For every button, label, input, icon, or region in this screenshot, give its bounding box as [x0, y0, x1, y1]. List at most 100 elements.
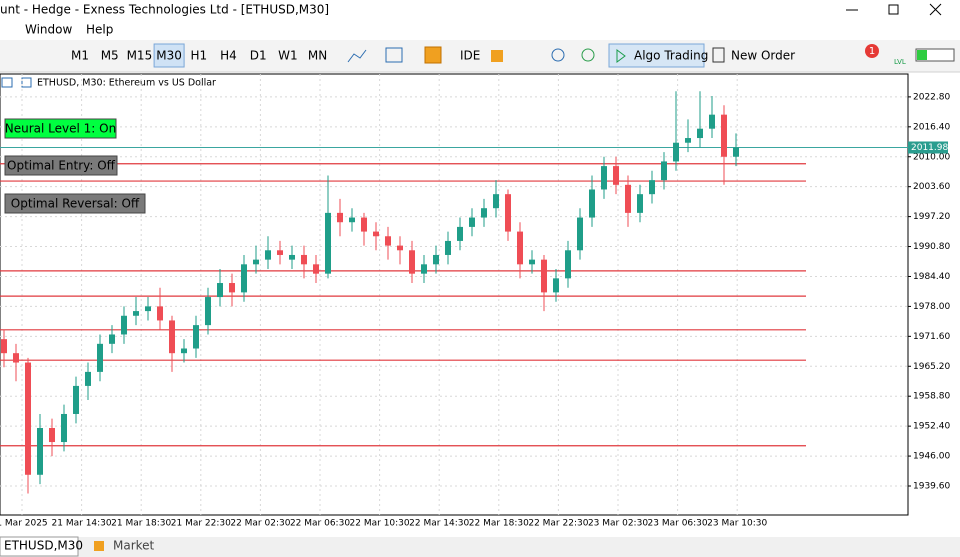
ide-button[interactable]: IDE: [460, 49, 480, 63]
y-tick-label: 1990.80: [913, 242, 950, 252]
timeframe-button[interactable]: MN: [308, 49, 327, 63]
level-meter-fill: [917, 50, 927, 60]
menu-item[interactable]: Help: [86, 23, 113, 37]
tab-label[interactable]: ETHUSD,M30: [4, 539, 83, 553]
candle-body: [565, 250, 571, 279]
candle-body: [613, 166, 619, 185]
candle-body: [661, 161, 667, 181]
x-tick-label: 22 Mar 02:30: [230, 519, 290, 529]
candle-body: [445, 240, 451, 255]
candle-body: [61, 413, 67, 443]
market-icon[interactable]: [491, 50, 503, 62]
symbol-icon: [21, 77, 32, 88]
chart-button-label[interactable]: Optimal Reversal: Off: [11, 197, 140, 211]
timeframe-button[interactable]: W1: [278, 49, 298, 63]
candle-body: [337, 212, 343, 223]
notification-badge[interactable]: [865, 44, 879, 58]
timeframe-button[interactable]: H1: [190, 49, 207, 63]
candle-body: [1, 339, 7, 354]
vps-icon[interactable]: [551, 48, 565, 62]
network-icon[interactable]: [581, 48, 595, 62]
timeframe-button[interactable]: D1: [250, 49, 267, 63]
market-tab-icon: [94, 541, 104, 551]
x-tick-label: 22 Mar 22:30: [528, 519, 588, 529]
menu-item[interactable]: Window: [25, 23, 73, 37]
template-icon[interactable]: [385, 47, 403, 63]
indicator-icon[interactable]: [347, 49, 367, 63]
current-price-tag: [908, 141, 948, 154]
candle-body: [733, 147, 739, 157]
chart-buttons: Neural Level 1: On Optimal Entry: Off Opti…: [4, 118, 146, 214]
timeframe-button[interactable]: M1: [71, 49, 89, 63]
candle-body: [409, 250, 415, 274]
x-tick-label: 1 Mar 2025: [0, 519, 48, 529]
close[interactable]: [929, 3, 942, 16]
candle-body: [637, 194, 643, 213]
title-bar: [0, 0, 960, 20]
chart-button[interactable]: [4, 155, 118, 176]
y-tick-label: 2016.40: [913, 122, 950, 132]
candle-body: [169, 320, 175, 354]
levels: [0, 146, 908, 447]
tab-label[interactable]: Market: [113, 539, 155, 553]
candle-body: [421, 264, 427, 274]
y-tick-label: 1984.40: [913, 272, 950, 282]
y-tick-label: 1946.00: [913, 452, 950, 462]
chart-area: [0, 73, 909, 516]
candle-body: [85, 371, 91, 386]
candle-body: [289, 254, 295, 260]
timeframe-button[interactable]: H4: [220, 49, 237, 63]
y-tick-label: 1997.20: [913, 212, 950, 222]
chart-button-label[interactable]: Optimal Entry: Off: [7, 159, 116, 173]
algo-trading-button[interactable]: [608, 43, 705, 68]
x-tick-label: 22 Mar 14:30: [409, 519, 469, 529]
timeframe-button[interactable]: M15: [127, 49, 153, 63]
timeframe-active: [153, 43, 185, 68]
candle-body: [277, 250, 283, 255]
price-axis: 2022.80 2016.40 2010.00 2003.60 1997.20 1990.…: [0, 92, 950, 528]
x-tick-label: 23 Mar 10:30: [707, 519, 767, 529]
candle-body: [517, 231, 523, 265]
chart-button[interactable]: [4, 118, 117, 139]
candle-body: [97, 343, 103, 372]
tab-bar: [0, 537, 960, 557]
timeframe-button[interactable]: M30: [156, 49, 182, 63]
candle-body: [589, 189, 595, 218]
candle-body: [493, 194, 499, 209]
y-tick-label: 1939.60: [913, 482, 950, 492]
candle-body: [145, 306, 151, 312]
candle-body: [181, 348, 187, 354]
window-controls[interactable]: [846, 3, 942, 16]
candle-body: [577, 217, 583, 251]
candle-body: [601, 166, 607, 190]
chart-button[interactable]: [4, 193, 146, 214]
candle-body: [157, 306, 163, 321]
candle-body: [385, 236, 391, 246]
timeframe-button[interactable]: M5: [101, 49, 119, 63]
chart-button-label[interactable]: Neural Level 1: On: [5, 122, 116, 136]
new-order-label[interactable]: New Order: [731, 49, 795, 63]
y-tick-label: 1952.40: [913, 422, 950, 432]
tab-active[interactable]: [0, 536, 79, 557]
candle-body: [109, 334, 115, 344]
candle-body: [265, 250, 271, 260]
candle-body: [553, 278, 559, 293]
candle-body: [301, 254, 307, 265]
candle-body: [397, 245, 403, 251]
restore[interactable]: [888, 4, 899, 15]
symbol-label: ETHUSD, M30: Ethereum vs US Dollar: [37, 78, 216, 89]
candle-body: [457, 226, 463, 241]
y-tick-label: 2003.60: [913, 182, 950, 192]
candle-body: [133, 311, 139, 316]
candle-body: [721, 114, 727, 157]
toolbar-icons: [347, 46, 595, 64]
candle-body: [25, 362, 31, 475]
signal-icon[interactable]: [424, 46, 442, 64]
candle-body: [37, 428, 43, 475]
candle-body: [469, 217, 475, 227]
algo-trading-label[interactable]: Algo Trading: [634, 49, 708, 63]
x-tick-label: 21 Mar 22:30: [171, 519, 231, 529]
y-tick-label: 1958.80: [913, 392, 950, 402]
candle-body: [349, 217, 355, 223]
